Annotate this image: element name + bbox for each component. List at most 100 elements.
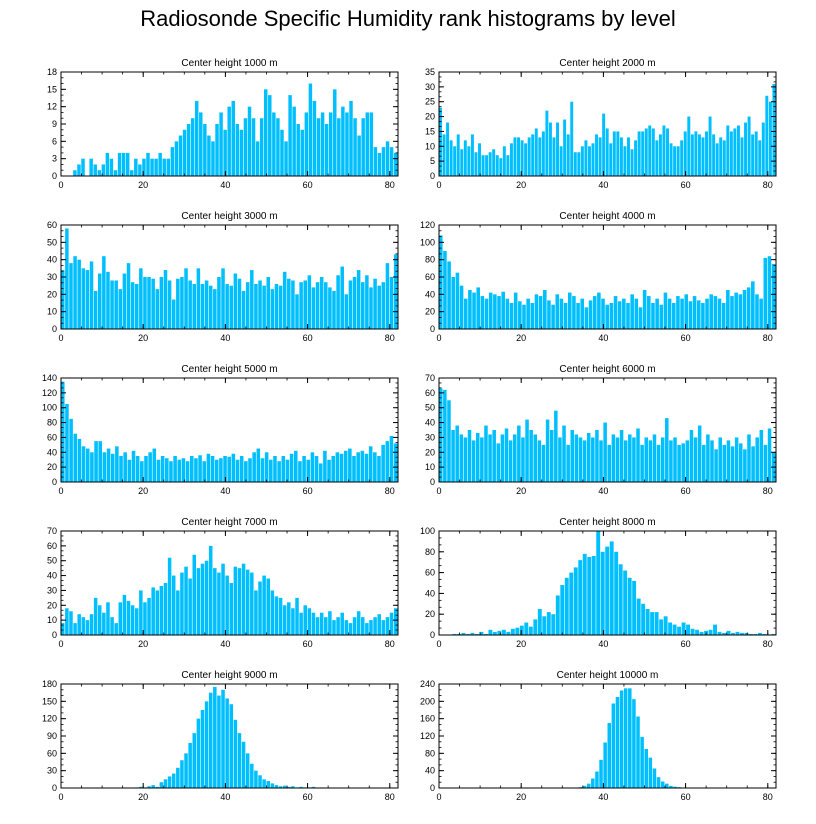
x-tick-label: 80 [385,639,395,649]
histogram-bar [225,698,229,788]
histogram-bar [106,448,111,482]
histogram-bar [644,437,648,482]
x-tick-label: 80 [763,333,773,343]
histogram-bar [493,294,497,329]
histogram-bar [496,443,501,482]
histogram-bar [156,459,161,482]
histogram-bar [85,270,90,329]
histogram-bar [202,461,207,482]
y-tick-label: 80 [47,418,57,428]
histogram-bar [147,786,151,788]
histogram-bar [722,444,727,482]
histogram-bar [101,164,106,176]
histogram-bar [563,303,568,329]
x-tick-label: 0 [58,792,63,802]
y-tick-label: 10 [47,307,57,317]
histogram-bar [81,158,85,176]
x-tick-label: 0 [58,639,63,649]
histogram-bar [538,296,543,329]
histogram-bar [710,440,714,482]
histogram-bar [97,273,102,329]
histogram-bar [693,437,698,482]
histogram-bar [114,623,118,635]
histogram-bar [746,287,751,329]
histogram-bar [468,290,472,329]
histogram-bar [449,140,453,176]
x-tick-label: 80 [385,333,395,343]
histogram-bar [771,633,776,635]
histogram-bar [570,430,575,482]
histogram-bar [651,303,655,329]
histogram-bar [628,434,632,482]
histogram-bar [198,455,202,482]
histogram-bar [73,256,77,329]
y-tick-label: 60 [47,748,57,758]
histogram-bar [335,452,340,482]
histogram-bar [307,608,312,635]
histogram-bar [564,577,569,635]
histogram-bar [637,131,641,176]
histogram-bar [605,304,609,329]
histogram-bar [501,629,506,635]
histogram-bar [200,283,205,329]
histogram-bar [603,742,607,788]
histogram-bar [551,304,555,329]
histogram-bar [614,551,619,635]
histogram-bar [169,461,173,482]
histogram-bar [235,459,240,482]
histogram-bar [694,131,698,176]
histogram-bar [251,118,256,176]
histogram-bar [515,627,520,635]
histogram-bar [274,283,279,329]
histogram-bar [174,141,179,176]
histogram-bar [241,563,246,635]
histogram-bar [148,452,152,482]
histogram-bar [260,458,265,482]
histogram-bar [738,294,743,329]
histogram-bar [146,152,150,176]
histogram-bar [312,100,317,176]
histogram-bar [241,741,246,788]
histogram-bar [131,450,136,482]
histogram-bar [527,137,531,176]
histogram-bar [199,112,203,176]
histogram-bar [708,629,713,635]
histogram-panel: Center height 4000 m 0 20 40 60 80 0 20 40 60 80 10… [420,211,777,343]
histogram-bar [237,278,242,329]
histogram-bar [328,611,332,635]
histogram-bar [714,449,718,482]
histogram-bar [171,773,176,788]
histogram-bar [634,298,639,329]
histogram-bar [180,760,184,788]
histogram-bar [328,112,333,176]
histogram-bar [648,440,653,482]
histogram-bar [278,786,283,788]
histogram-bar [563,119,567,176]
histogram-bar [772,83,776,176]
histogram-bar [591,437,595,482]
histogram-bar [269,459,273,482]
x-tick-label: 80 [763,486,773,496]
histogram-bar [717,298,722,329]
histogram-bar [221,563,225,635]
histogram-bar [602,113,606,176]
histogram-bar [546,612,551,635]
histogram-bar [165,458,169,482]
histogram-bar [541,131,545,176]
histogram-bar [170,147,175,176]
histogram-bar [751,134,755,176]
histogram-bar [340,612,344,635]
histogram-bar [204,560,209,635]
histogram-bar [270,783,275,788]
y-tick-label: 6 [52,136,57,146]
histogram-bar [250,270,254,329]
histogram-bar [627,137,630,176]
histogram-bar [611,703,616,788]
histogram-bar [648,125,652,176]
histogram-bar [706,434,710,482]
histogram-bar [588,300,593,329]
histogram-bar [73,170,77,176]
histogram-bar [501,291,505,329]
y-tick-label: 0 [430,324,435,334]
histogram-bar [109,158,114,176]
